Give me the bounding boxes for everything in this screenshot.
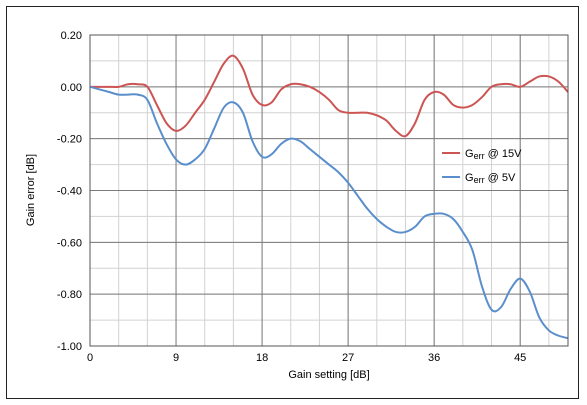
legend-label-15v-main: G: [465, 148, 474, 160]
series-line-5v: [89, 85, 569, 340]
series-line-15v: [89, 54, 569, 138]
plot-border: [89, 34, 569, 347]
x-tick-label: 9: [173, 352, 179, 364]
y-tick-labels: 0.20 0.00 -0.20 -0.40 -0.60 -0.80 -1.00: [57, 30, 82, 353]
legend-label-15v-rest: @ 15V: [485, 148, 523, 160]
x-tick-labels: 0 9 18 27 36 45: [87, 352, 526, 364]
x-axis-label: Gain setting [dB]: [288, 369, 369, 381]
legend-entry-15v: Gerr @ 15V: [442, 148, 522, 161]
legend-label-5v: Gerr @ 5V: [465, 172, 516, 185]
legend-label-15v-sub: err: [474, 151, 485, 161]
series-layer: [89, 54, 569, 340]
y-tick-label: -0.60: [57, 237, 82, 249]
y-tick-label: -1.00: [57, 341, 82, 353]
x-tick-label: 45: [514, 352, 526, 364]
legend-label-15v: Gerr @ 15V: [465, 148, 522, 161]
x-tick-label: 27: [342, 352, 354, 364]
legend-entry-5v: Gerr @ 5V: [442, 172, 516, 185]
legend-label-5v-sub: err: [474, 175, 485, 185]
legend-label-5v-main: G: [465, 172, 474, 184]
y-tick-label: 0.00: [61, 82, 82, 94]
y-tick-label: -0.20: [57, 134, 82, 146]
y-tick-label: 0.20: [61, 30, 82, 42]
x-tick-label: 36: [428, 352, 440, 364]
legend: Gerr @ 15V Gerr @ 5V: [442, 148, 522, 185]
y-axis-label: Gain error [dB]: [25, 154, 37, 226]
x-tick-label: 18: [256, 352, 268, 364]
gain-error-chart: 0 9 18 27 36 45 0.20 0.00 -0.20 -0.40 -0.60 -0.80 -…: [25, 30, 569, 381]
y-tick-label: -0.40: [57, 186, 82, 198]
legend-label-5v-rest: @ 5V: [485, 172, 516, 184]
chart-frame: 0 9 18 27 36 45 0.20 0.00 -0.20 -0.40 -0.60 -0.80 -…: [6, 6, 579, 399]
y-tick-label: -0.80: [57, 289, 82, 301]
x-tick-label: 0: [87, 352, 93, 364]
